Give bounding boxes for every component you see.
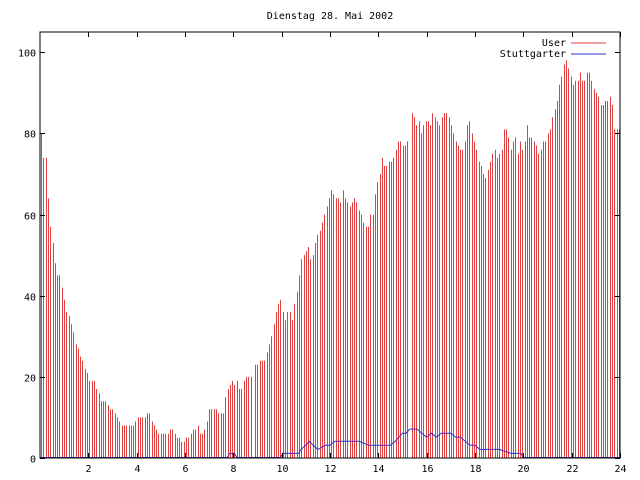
x-tick-label: 8	[230, 464, 236, 475]
x-tick-label: 20	[517, 464, 529, 475]
x-tick-label: 18	[469, 464, 481, 475]
x-tick-label: 12	[324, 464, 336, 475]
legend: User Stuttgarter	[500, 38, 606, 60]
x-tick-label: 6	[182, 464, 188, 475]
y-tick-label: 100	[18, 49, 36, 60]
y-tick-label: 0	[30, 455, 36, 466]
x-tick-label: 14	[372, 464, 384, 475]
y-tick-label: 80	[24, 130, 36, 141]
x-tick-label: 2	[85, 464, 91, 475]
y-tick-label: 60	[24, 212, 36, 223]
chart-title: Dienstag 28. Mai 2002	[267, 11, 393, 22]
legend-label-user: User	[542, 38, 566, 49]
x-tick-label: 24	[614, 464, 626, 475]
x-tick-label: 10	[276, 464, 288, 475]
legend-label-stuttgarter: Stuttgarter	[500, 49, 566, 60]
stuttgarter-line	[40, 428, 620, 458]
y-tick-label: 40	[24, 293, 36, 304]
user-bars	[41, 60, 620, 458]
y-tick-label: 20	[24, 374, 36, 385]
x-tick-label: 22	[566, 464, 578, 475]
x-tick-label: 4	[134, 464, 140, 475]
x-tick-label: 16	[421, 464, 433, 475]
y-axis: 0 20 40 60 80 100	[18, 49, 620, 466]
x-axis: 2 4 6 8 10 12 14 16 18 20 22 24	[85, 32, 627, 475]
